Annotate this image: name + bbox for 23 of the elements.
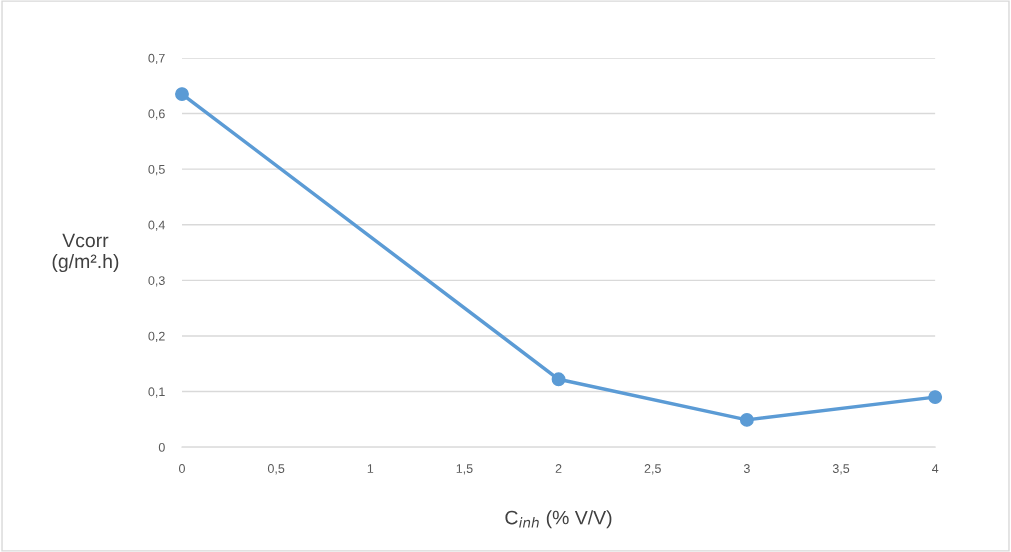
y-tick-label: 0,1 (148, 387, 165, 398)
y-tick-label: 0,2 (148, 331, 165, 343)
y-tick-label: 0,7 (148, 53, 165, 65)
y-tick-label: 0 (158, 442, 165, 452)
x-tick-label: 4 (931, 464, 939, 473)
y-axis-title: Vcorr (g/m².h) (52, 233, 119, 273)
x-tick-label: 2 (555, 464, 562, 473)
point (739, 412, 754, 427)
x-tick-label: 2,5 (644, 464, 661, 475)
y-tick-label: 0,3 (148, 276, 165, 287)
x-tick-label: 0 (178, 464, 185, 473)
y-tick-label: 0,5 (148, 164, 165, 176)
point (551, 372, 566, 387)
x-tick-label: 1,5 (456, 464, 473, 475)
x-tick-label: 1 (367, 464, 374, 473)
x-tick-label: 3 (743, 464, 750, 473)
point (928, 390, 943, 405)
x-tick-label: 0,5 (267, 464, 285, 475)
point (175, 87, 189, 102)
y-tick-label: 0,4 (148, 220, 165, 231)
y-tick-label: 0,6 (148, 109, 165, 120)
x-tick-label: 3,5 (832, 464, 850, 475)
x-axis-title: C$_{inh}$ (% V/V) (505, 510, 612, 529)
